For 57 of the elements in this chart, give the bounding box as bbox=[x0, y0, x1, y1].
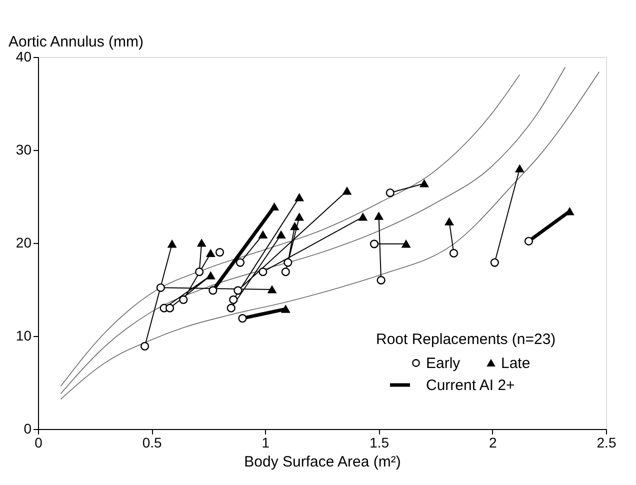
point bbox=[276, 230, 286, 238]
point bbox=[208, 286, 218, 295]
point bbox=[281, 268, 290, 276]
y-tick-label: 0 bbox=[24, 420, 32, 436]
legend-label: Current AI 2+ bbox=[426, 377, 516, 394]
legend-label: Early bbox=[426, 355, 461, 372]
point bbox=[156, 283, 165, 292]
point bbox=[229, 295, 238, 304]
point bbox=[197, 239, 206, 247]
x-tick-label: 0 bbox=[34, 434, 43, 450]
point bbox=[490, 258, 499, 267]
point bbox=[444, 218, 454, 226]
x-tick-label: 1.5 bbox=[370, 434, 390, 450]
point bbox=[270, 202, 279, 211]
point bbox=[376, 276, 386, 284]
point bbox=[234, 286, 242, 295]
point bbox=[195, 268, 204, 276]
point bbox=[206, 249, 215, 258]
legend-title: Root Replacements (n=23) bbox=[376, 331, 556, 348]
point bbox=[284, 258, 292, 267]
y-tick-label: 10 bbox=[16, 328, 32, 344]
x-tick-label: 0.5 bbox=[142, 434, 162, 450]
point bbox=[370, 240, 379, 248]
point bbox=[165, 304, 174, 312]
point bbox=[236, 258, 245, 267]
point bbox=[402, 240, 410, 248]
point bbox=[258, 268, 268, 276]
point bbox=[294, 213, 304, 221]
point bbox=[290, 222, 300, 230]
point bbox=[258, 230, 268, 238]
y-tick-label: 20 bbox=[16, 234, 32, 250]
point bbox=[168, 240, 176, 248]
point bbox=[515, 164, 524, 172]
point bbox=[358, 213, 368, 221]
point bbox=[140, 342, 150, 351]
x-axis-title: Body Surface Area (m²) bbox=[244, 454, 401, 470]
point bbox=[215, 248, 224, 257]
legend-label: Late bbox=[501, 355, 530, 372]
y-tick-label: 30 bbox=[16, 142, 32, 158]
point bbox=[268, 286, 276, 294]
point bbox=[206, 272, 215, 280]
point bbox=[386, 188, 394, 198]
point bbox=[281, 305, 290, 313]
point bbox=[226, 304, 236, 312]
point bbox=[420, 180, 429, 188]
x-tick-label: 2.5 bbox=[596, 434, 616, 450]
point bbox=[449, 248, 458, 258]
point bbox=[238, 314, 247, 323]
x-tick-label: 1 bbox=[262, 434, 270, 450]
point bbox=[294, 194, 304, 202]
x-tick-label: 2 bbox=[489, 434, 497, 450]
point bbox=[179, 295, 188, 304]
point bbox=[374, 212, 384, 220]
y-tick-label: 40 bbox=[16, 48, 32, 64]
point bbox=[524, 236, 534, 246]
y-axis-title: Aortic Annulus (mm) bbox=[8, 34, 144, 50]
point bbox=[342, 187, 352, 195]
